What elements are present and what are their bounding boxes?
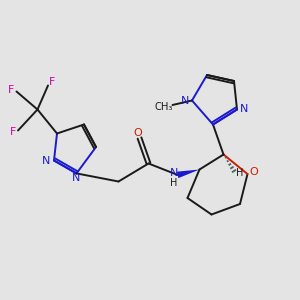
Text: N: N <box>72 173 80 183</box>
Text: O: O <box>250 167 259 177</box>
Text: N: N <box>181 95 190 106</box>
Text: N: N <box>239 104 248 115</box>
Text: O: O <box>134 128 142 138</box>
Text: F: F <box>10 127 16 137</box>
Text: CH₃: CH₃ <box>154 101 173 112</box>
Text: H: H <box>170 178 178 188</box>
Text: N: N <box>170 168 178 178</box>
Text: H: H <box>236 168 244 178</box>
Text: F: F <box>8 85 14 95</box>
Text: N: N <box>42 155 51 166</box>
Polygon shape <box>177 169 200 178</box>
Text: F: F <box>50 77 56 87</box>
